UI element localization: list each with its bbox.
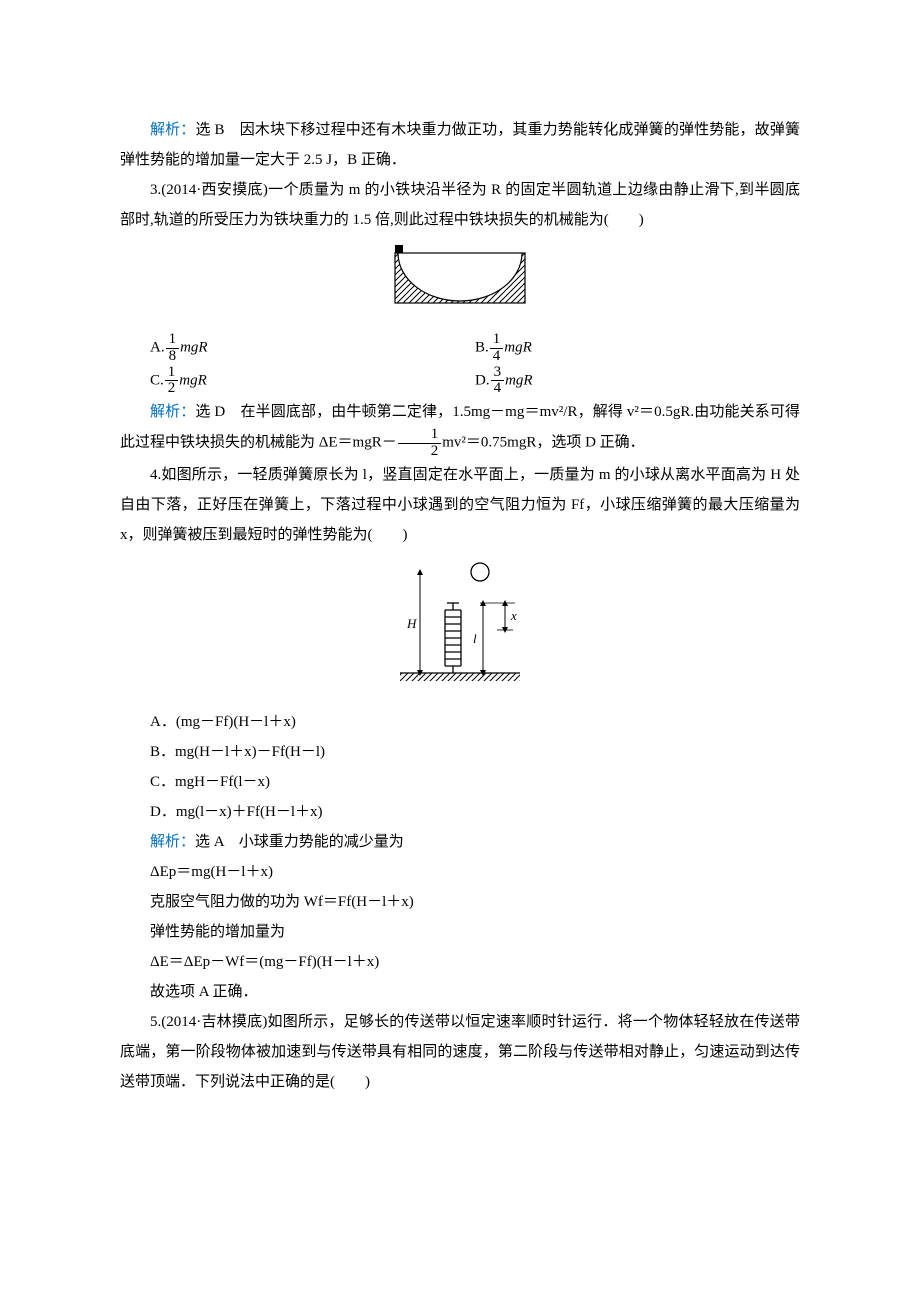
explanation-label: 解析： (150, 122, 195, 138)
answer-choice: 选 A (195, 834, 224, 850)
opt-tail: mgR (179, 372, 207, 388)
q4-figure: H l x (120, 558, 800, 699)
q3-option-d: D.34mgR (475, 365, 800, 398)
opt-tail: mgR (504, 340, 532, 356)
q4-explain-line4: 弹性势能的增加量为 (120, 917, 800, 947)
label-H: H (406, 616, 417, 631)
q4-stem: 4.如图所示，一轻质弹簧原长为 l，竖直固定在水平面上，一质量为 m 的小球从离… (120, 460, 800, 550)
q4-explain-line1: 解析：选 A 小球重力势能的减少量为 (120, 827, 800, 857)
q4-text: 如图所示，一轻质弹簧原长为 l，竖直固定在水平面上，一质量为 m 的小球从离水平… (120, 467, 800, 543)
q3-number: 3. (150, 182, 161, 198)
q3-option-c: C.12mgR (150, 365, 475, 398)
explanation-label: 解析： (150, 834, 195, 850)
q4-explain-line6: 故选项 A 正确． (120, 977, 800, 1007)
q3-explanation: 解析：选 D 在半圆底部，由牛顿第二定律，1.5mg－mg＝mv²/R，解得 v… (120, 397, 800, 460)
q4-option-a: A．(mg－Ff)(H－l＋x) (120, 707, 800, 737)
fraction: 18 (166, 332, 180, 365)
q3-option-a: A.18mgR (150, 332, 475, 365)
label-l: l (473, 631, 477, 646)
fraction: 12 (398, 427, 442, 460)
explain-body-b: mv²＝0.75mgR，选项 D 正确． (442, 435, 644, 451)
q4-explain-line2: ΔEp＝mg(H－l＋x) (120, 857, 800, 887)
q3-figure (120, 243, 800, 324)
q5-source: (2014·吉林摸底) (161, 1014, 267, 1030)
opt-label: C. (150, 372, 164, 388)
fraction: 14 (490, 332, 504, 365)
opt-label: D. (475, 372, 490, 388)
q4-explain-line5: ΔE＝ΔEp－Wf＝(mg－Ff)(H－l＋x) (120, 947, 800, 977)
q3-options: A.18mgR B.14mgR C.12mgR D.34mgR (150, 332, 800, 397)
explanation-label: 解析： (150, 404, 195, 420)
explain-text: 小球重力势能的减少量为 (224, 834, 404, 850)
q4-option-c: C．mgH－Ff(l－x) (120, 767, 800, 797)
opt-tail: mgR (180, 340, 208, 356)
opt-tail: mgR (505, 372, 533, 388)
q4-option-b: B．mg(H－l＋x)－Ff(H－l) (120, 737, 800, 767)
document-page: 解析：选 B 因木块下移过程中还有木块重力做正功，其重力势能转化成弹簧的弹性势能… (0, 0, 920, 1302)
answer-choice: 选 B (195, 122, 224, 138)
fraction: 12 (165, 365, 179, 398)
q4-explain-line3: 克服空气阻力做的功为 Wf＝Ff(H－l＋x) (120, 887, 800, 917)
q3-stem: 3.(2014·西安摸底)一个质量为 m 的小铁块沿半径为 R 的固定半圆轨道上… (120, 175, 800, 235)
q5-stem: 5.(2014·吉林摸底)如图所示，足够长的传送带以恒定速率顺时针运行．将一个物… (120, 1007, 800, 1097)
q4-number: 4. (150, 467, 161, 483)
opt-label: A. (150, 340, 165, 356)
q4-option-d: D．mg(l－x)＋Ff(H－l＋x) (120, 797, 800, 827)
fraction: 34 (491, 365, 505, 398)
q5-number: 5. (150, 1014, 161, 1030)
explanation-b-paragraph: 解析：选 B 因木块下移过程中还有木块重力做正功，其重力势能转化成弹簧的弹性势能… (120, 115, 800, 175)
q3-option-b: B.14mgR (475, 332, 800, 365)
label-x: x (510, 608, 517, 623)
answer-choice: 选 D (195, 404, 225, 420)
q3-source: (2014·西安摸底) (161, 182, 268, 198)
opt-label: B. (475, 340, 489, 356)
